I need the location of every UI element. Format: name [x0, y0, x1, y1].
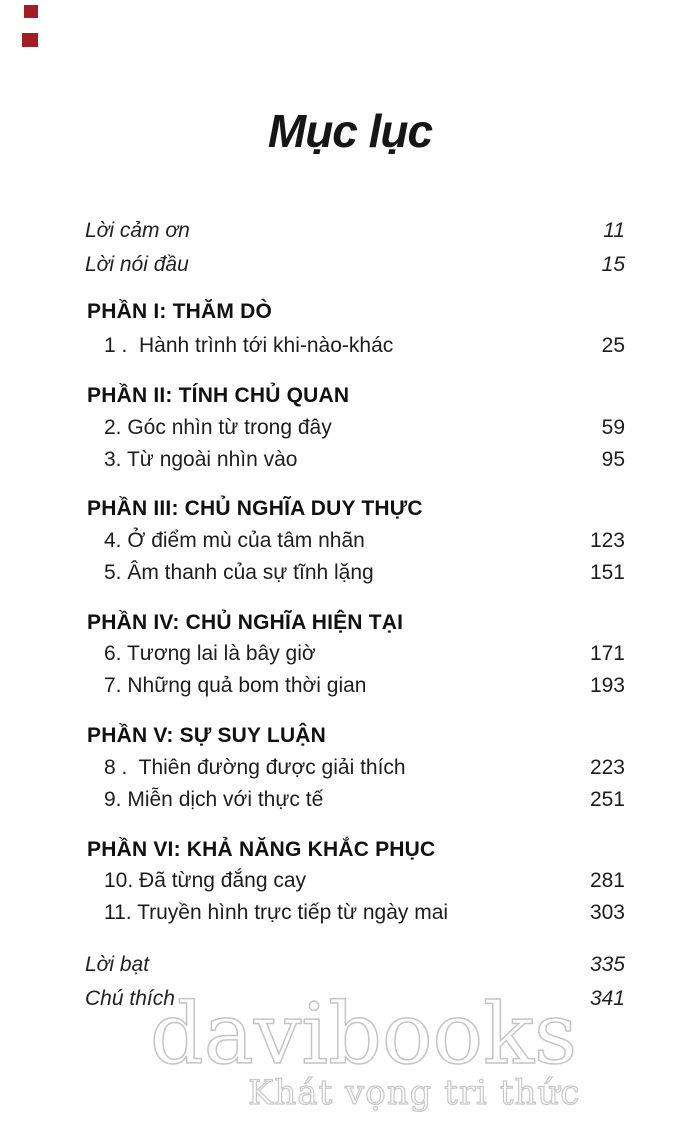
toc-entry: 10. Đã từng đắng cay 281 — [85, 868, 625, 894]
toc-entry-page: 193 — [589, 674, 625, 697]
red-scan-mark — [24, 5, 38, 18]
toc-entry-page: 95 — [601, 448, 625, 471]
page-title: Mục lục — [267, 105, 433, 157]
toc-entry-page: 171 — [589, 642, 625, 665]
toc-entry-page: 335 — [589, 953, 625, 976]
toc-entry-page: 15 — [601, 253, 625, 276]
toc-entry-page: 25 — [601, 334, 625, 357]
red-scan-mark — [22, 33, 38, 47]
toc-entry: 9. Miễn dịch với thực tế 251 — [85, 787, 625, 813]
toc-entry: 7. Những quả bom thời gian 193 — [85, 673, 625, 699]
toc-entry-label: 3. Từ ngoài nhìn vào — [104, 448, 298, 471]
toc-entry-label: 11. Truyền hình trực tiếp từ ngày mai — [104, 901, 449, 924]
toc-entry-label: Lời bạt — [85, 953, 150, 976]
toc-entry-label: 2. Góc nhìn từ trong đây — [104, 416, 332, 439]
toc-entry-label: 8 . Thiên đường được giải thích — [104, 756, 406, 779]
toc-entry-page: 151 — [589, 561, 625, 584]
toc-entry-page: 251 — [589, 788, 625, 811]
toc-entry: 1 . Hành trình tới khi-nào-khác 25 — [85, 333, 625, 359]
toc-section-header: PHẦN VI: KHẢ NĂNG KHẮC PHỤC — [85, 837, 625, 863]
toc-entry-page: 303 — [589, 901, 625, 924]
toc-entry-page: 123 — [589, 529, 625, 552]
toc-section-label: PHẦN I: THĂM DÒ — [87, 300, 272, 323]
toc-entry: Lời cảm ơn 11 — [85, 218, 625, 244]
toc-section-header: PHẦN I: THĂM DÒ — [85, 299, 625, 325]
toc-entry-page: 11 — [603, 219, 625, 242]
toc-section-label: PHẦN VI: KHẢ NĂNG KHẮC PHỤC — [87, 838, 436, 861]
toc-entry: Chú thích 341 — [85, 986, 625, 1012]
toc-entry-page: 59 — [601, 416, 625, 439]
toc-section-label: PHẦN II: TÍNH CHỦ QUAN — [87, 384, 350, 407]
toc-entry-page: 223 — [589, 756, 625, 779]
toc-entry: 4. Ở điểm mù của tâm nhãn 123 — [85, 528, 625, 554]
toc-entry: Lời bạt 335 — [85, 952, 625, 978]
toc-entry-label: 4. Ở điểm mù của tâm nhãn — [104, 529, 365, 552]
toc-entry: 2. Góc nhìn từ trong đây 59 — [85, 415, 625, 441]
toc-section-label: PHẦN V: SỰ SUY LUẬN — [87, 724, 327, 747]
toc-entry-label: 1 . Hành trình tới khi-nào-khác — [104, 334, 394, 357]
toc-section-label: PHẦN III: CHỦ NGHĨA DUY THỰC — [87, 497, 423, 520]
table-of-contents: Lời cảm ơn 11 Lời nói đầu 15 PHẦN I: THĂ… — [85, 0, 625, 1123]
toc-entry-page: 341 — [589, 987, 625, 1010]
toc-entry: 11. Truyền hình trực tiếp từ ngày mai 30… — [85, 900, 625, 926]
toc-entry-label: Lời cảm ơn — [85, 219, 190, 242]
toc-section-header: PHẦN II: TÍNH CHỦ QUAN — [85, 383, 625, 409]
toc-entry-label: Lời nói đầu — [85, 253, 189, 276]
toc-section-label: PHẦN IV: CHỦ NGHĨA HIỆN TẠI — [87, 611, 404, 634]
toc-entry-label: 6. Tương lai là bây giờ — [104, 642, 316, 665]
toc-entry-label: 5. Âm thanh của sự tĩnh lặng — [104, 561, 374, 584]
toc-entry: Lời nói đầu 15 — [85, 252, 625, 278]
toc-entry-page: 281 — [589, 869, 625, 892]
toc-entry: 6. Tương lai là bây giờ 171 — [85, 641, 625, 667]
toc-entry-label: 9. Miễn dịch với thực tế — [104, 788, 324, 811]
toc-entry: 8 . Thiên đường được giải thích 223 — [85, 755, 625, 781]
toc-entry-label: Chú thích — [85, 987, 175, 1010]
watermark-brand: davibooks — [149, 985, 578, 1083]
watermark-tagline: Khát vọng tri thức — [247, 1073, 581, 1113]
toc-entry: 5. Âm thanh của sự tĩnh lặng 151 — [85, 560, 625, 586]
toc-section-header: PHẦN III: CHỦ NGHĨA DUY THỰC — [85, 496, 625, 522]
toc-entry: 3. Từ ngoài nhìn vào 95 — [85, 447, 625, 473]
toc-entry-label: 10. Đã từng đắng cay — [104, 869, 307, 892]
toc-section-header: PHẦN V: SỰ SUY LUẬN — [85, 723, 625, 749]
toc-entry-label: 7. Những quả bom thời gian — [104, 674, 367, 697]
toc-section-header: PHẦN IV: CHỦ NGHĨA HIỆN TẠI — [85, 610, 625, 636]
